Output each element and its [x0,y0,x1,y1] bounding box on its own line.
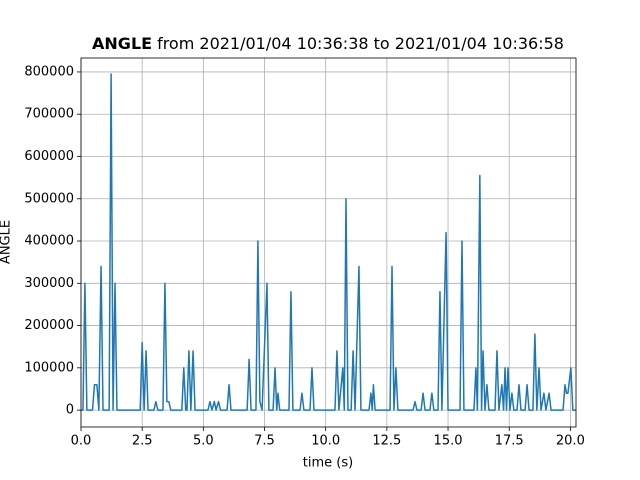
x-tick-label: 7.5 [254,434,275,449]
y-tick-label: 0 [66,403,74,418]
y-tick-label: 400000 [24,234,74,249]
y-axis-label: ANGLE [0,220,14,264]
x-tick-label: 5.0 [193,434,214,449]
x-tick-label: 12.5 [372,434,401,449]
x-axis-label: time (s) [303,456,353,471]
y-tick-label: 600000 [24,149,74,164]
title-bold: ANGLE [92,34,152,53]
x-tick-label: 17.5 [495,434,524,449]
chart-title: ANGLE from 2021/01/04 10:36:38 to 2021/01… [92,34,564,53]
y-tick-label: 300000 [24,276,74,291]
x-tick-label: 2.5 [132,434,153,449]
x-tick-label: 20.0 [556,434,585,449]
title-rest: from 2021/01/04 10:36:38 to 2021/01/04 1… [157,34,564,53]
y-tick-label: 200000 [24,318,74,333]
x-tick-label: 10.0 [311,434,340,449]
x-tick-label: 15.0 [434,434,463,449]
axes-frame [80,57,577,428]
data-line [81,73,576,411]
y-tick-label: 800000 [24,64,74,79]
y-tick-label: 500000 [24,191,74,206]
y-tick-label: 700000 [24,107,74,122]
y-tick-label: 100000 [24,360,74,375]
x-tick-label: 0.0 [71,434,92,449]
